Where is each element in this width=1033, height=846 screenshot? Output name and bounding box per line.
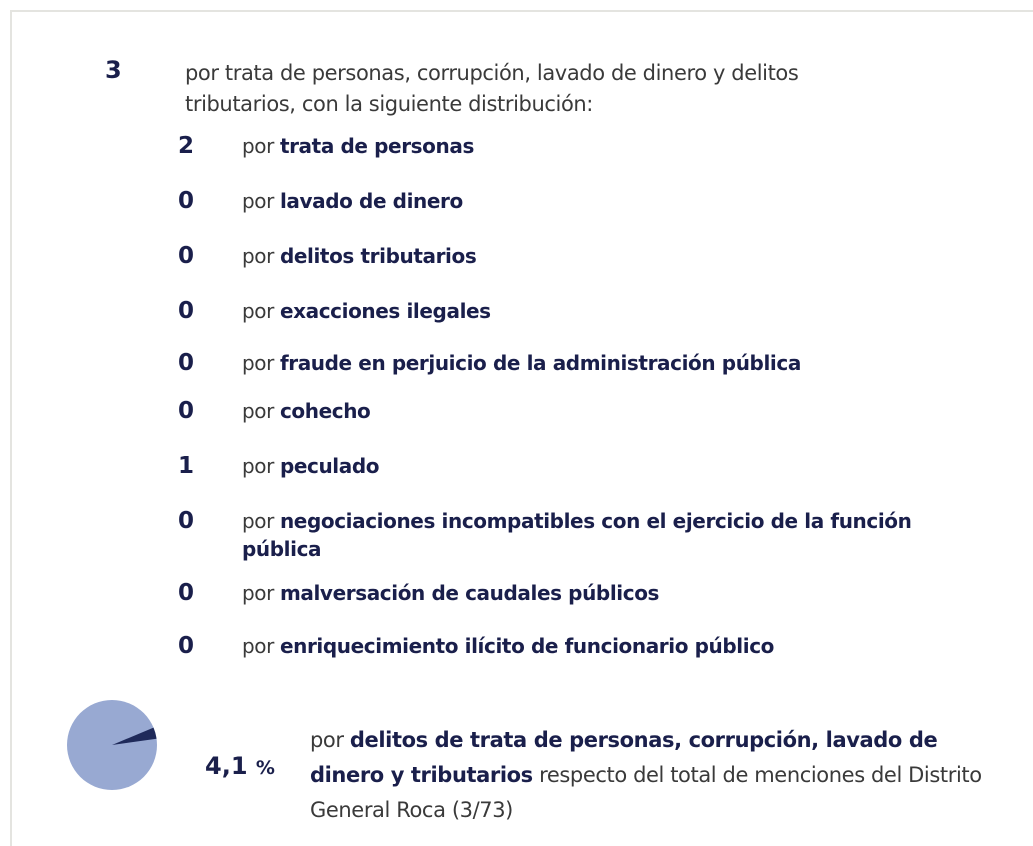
item-label: negociaciones incompatibles con el ejerc… bbox=[242, 509, 912, 561]
item-label: lavado de dinero bbox=[279, 189, 463, 213]
item-label: cohecho bbox=[279, 399, 371, 423]
percent-value: 4,1 bbox=[205, 752, 248, 780]
item-label: peculado bbox=[279, 454, 380, 478]
item-prefix: por bbox=[242, 351, 274, 375]
item-count: 0 bbox=[178, 243, 194, 269]
item: 0 por malversación de caudales públicos bbox=[178, 579, 978, 607]
item-count: 0 bbox=[178, 298, 194, 324]
percent-unit: % bbox=[255, 757, 275, 779]
item: 0 por exacciones ilegales bbox=[178, 297, 978, 325]
item-prefix: por bbox=[242, 189, 274, 213]
item-label: trata de personas bbox=[279, 134, 474, 158]
item-count: 1 bbox=[178, 453, 194, 479]
footer-bold: delitos de trata de personas, corrupción… bbox=[310, 728, 938, 787]
item-text: por peculado bbox=[242, 452, 952, 480]
item-text: por lavado de dinero bbox=[242, 187, 952, 215]
item-count: 2 bbox=[178, 133, 194, 159]
item: 0 por fraude en perjuicio de la administr… bbox=[178, 349, 978, 377]
item: 0 por negociaciones incompatibles con el … bbox=[178, 507, 978, 563]
item-prefix: por bbox=[242, 581, 274, 605]
item-label: delitos tributarios bbox=[279, 244, 477, 268]
item-text: por fraude en perjuicio de la administra… bbox=[242, 349, 952, 377]
item: 0 por delitos tributarios bbox=[178, 242, 978, 270]
header-count: 3 bbox=[105, 56, 122, 84]
item-label: exacciones ilegales bbox=[279, 299, 491, 323]
item-text: por exacciones ilegales bbox=[242, 297, 952, 325]
item-count: 0 bbox=[178, 398, 194, 424]
item-count: 0 bbox=[178, 350, 194, 376]
item-text: por trata de personas bbox=[242, 132, 952, 160]
item-prefix: por bbox=[242, 634, 274, 658]
item-prefix: por bbox=[242, 454, 274, 478]
item-prefix: por bbox=[242, 299, 274, 323]
pie bbox=[67, 700, 157, 790]
item-prefix: por bbox=[242, 134, 274, 158]
item-label: fraude en perjuicio de la administración… bbox=[279, 351, 801, 375]
item-count: 0 bbox=[178, 508, 194, 534]
item: 2 por trata de personas bbox=[178, 132, 978, 160]
item: 0 por lavado de dinero bbox=[178, 187, 978, 215]
item: 0 por cohecho bbox=[178, 397, 978, 425]
item-text: por cohecho bbox=[242, 397, 952, 425]
item-count: 0 bbox=[178, 633, 194, 659]
frame bbox=[10, 10, 1033, 846]
footer-prefix: por bbox=[310, 728, 344, 752]
pie-slice bbox=[112, 727, 157, 745]
item-label: malversación de caudales públicos bbox=[279, 581, 660, 605]
item: 1 por peculado bbox=[178, 452, 978, 480]
footer-text: por delitos de trata de personas, corrup… bbox=[310, 723, 1000, 828]
footer-rest: respecto del total de menciones del Dist… bbox=[310, 763, 982, 822]
item: 0 por enriquecimiento ilícito de funciona… bbox=[178, 632, 978, 660]
item-text: por delitos tributarios bbox=[242, 242, 952, 270]
header-text: por trata de personas, corrupción, lavad… bbox=[185, 61, 799, 116]
item-text: por malversación de caudales públicos bbox=[242, 579, 952, 607]
item-count: 0 bbox=[178, 188, 194, 214]
item-prefix: por bbox=[242, 244, 274, 268]
item-prefix: por bbox=[242, 399, 274, 423]
item-prefix: por bbox=[242, 509, 274, 533]
item-text: por negociaciones incompatibles con el e… bbox=[242, 507, 952, 563]
percent: 4,1 % bbox=[205, 752, 275, 780]
item-label: enriquecimiento ilícito de funcionario p… bbox=[279, 634, 774, 658]
item-text: por enriquecimiento ilícito de funcionar… bbox=[242, 632, 952, 660]
item-count: 0 bbox=[178, 580, 194, 606]
